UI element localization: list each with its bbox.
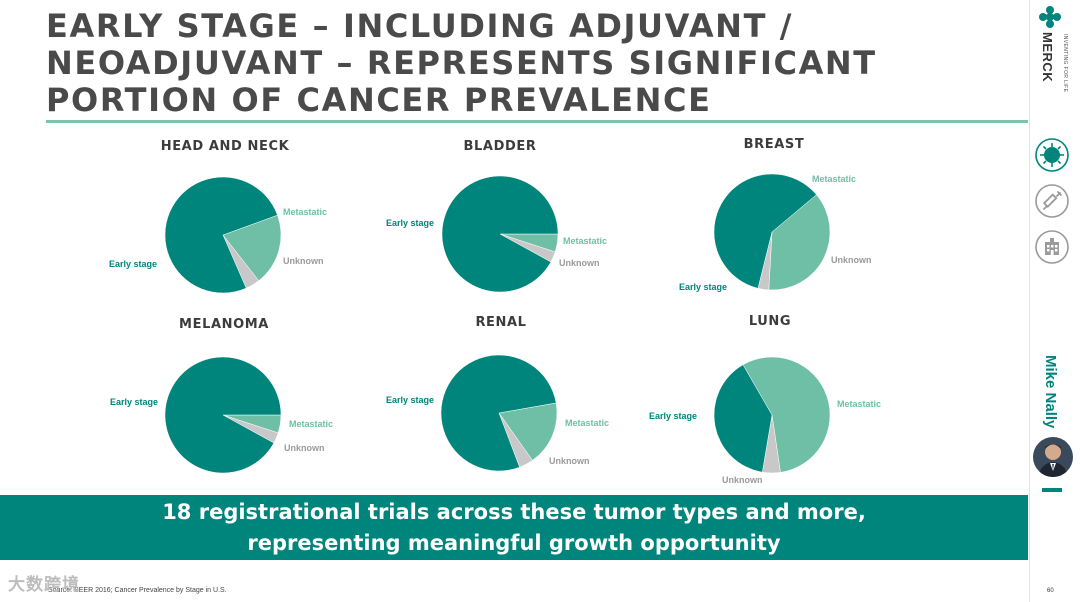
source-note: Source: SEER 2016; Cancer Prevalence by … xyxy=(48,587,227,594)
watermark-text: 大数跨境 xyxy=(8,575,80,594)
hospital-icon xyxy=(1035,230,1069,264)
title-line-1: EARLY STAGE – INCLUDING ADJUVANT / xyxy=(46,7,794,45)
brand-sidebar: MERCK INVENTING FOR LIFE xyxy=(1029,0,1080,602)
page-number: 60 xyxy=(1047,588,1054,594)
merck-logo-icon xyxy=(1039,6,1061,28)
label-unknown: Unknown xyxy=(722,475,763,485)
label-metastatic: Metastatic xyxy=(565,418,610,428)
label-early-stage: Early stage xyxy=(386,395,435,405)
pie-slice-metastatic xyxy=(742,356,831,473)
pie-charts xyxy=(164,173,831,474)
pie-slice-early-stage xyxy=(713,173,817,289)
title-line-2: NEOADJUVANT – REPRESENTS SIGNIFICANT xyxy=(46,44,877,82)
label-unknown: Unknown xyxy=(283,256,324,266)
label-unknown: Unknown xyxy=(284,443,325,453)
label-early-stage: Early stage xyxy=(110,397,159,407)
title-line-3: PORTION OF CANCER PREVALENCE xyxy=(46,81,712,119)
label-early-stage: Early stage xyxy=(386,218,435,228)
pie-slice-metastatic xyxy=(768,194,831,291)
chart-title-head-and-neck: HEAD AND NECK xyxy=(160,139,290,154)
label-metastatic: Metastatic xyxy=(283,207,328,217)
label-metastatic: Metastatic xyxy=(563,236,608,246)
presenter-name: Mike Nally xyxy=(1042,355,1059,429)
logo-wordmark: MERCK xyxy=(1040,32,1055,83)
virus-icon xyxy=(1035,138,1069,172)
label-metastatic: Metastatic xyxy=(837,399,882,409)
pie-slice-early-stage xyxy=(441,175,559,293)
label-unknown: Unknown xyxy=(549,456,590,466)
label-unknown: Unknown xyxy=(559,258,600,268)
chart-title-bladder: BLADDER xyxy=(463,139,537,154)
logo-tagline: INVENTING FOR LIFE xyxy=(1062,34,1068,93)
summary-banner: 18 registrational trials across these tu… xyxy=(0,495,1028,560)
chart-title-melanoma: MELANOMA xyxy=(179,317,269,332)
banner-line-2: representing meaningful growth opportuni… xyxy=(247,531,781,555)
label-unknown: Unknown xyxy=(831,255,872,265)
slide-title: EARLY STAGE – INCLUDING ADJUVANT / NEOAD… xyxy=(46,8,1006,119)
banner-line-1: 18 registrational trials across these tu… xyxy=(162,500,866,524)
pie-slice-metastatic xyxy=(498,402,558,461)
label-metastatic: Metastatic xyxy=(812,174,857,184)
label-early-stage: Early stage xyxy=(679,282,728,292)
pie-slice-early-stage xyxy=(164,176,278,294)
pie-slice-early-stage xyxy=(440,354,557,472)
syringe-icon xyxy=(1035,184,1069,218)
title-divider xyxy=(46,120,1028,123)
chart-title-breast: BREAST xyxy=(743,137,805,152)
pie-slice-early-stage xyxy=(164,356,282,474)
presenter-avatar xyxy=(1033,437,1073,477)
label-early-stage: Early stage xyxy=(649,411,698,421)
chart-title-lung: LUNG xyxy=(748,314,792,329)
label-early-stage: Early stage xyxy=(109,259,158,269)
pie-slice-early-stage xyxy=(713,364,773,473)
pie-slice-metastatic xyxy=(222,214,282,282)
chart-title-renal: RENAL xyxy=(475,315,527,330)
accent-bar xyxy=(1042,488,1062,492)
label-metastatic: Metastatic xyxy=(289,419,334,429)
